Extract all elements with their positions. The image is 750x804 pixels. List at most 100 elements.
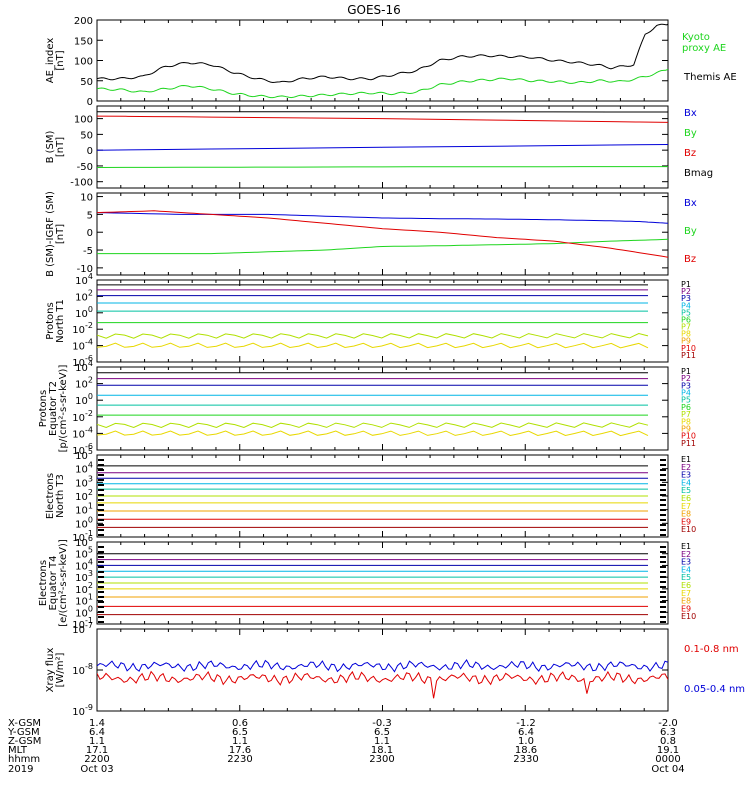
y-tick-label: 10: [80, 193, 93, 204]
y-tick-label: 50: [80, 77, 93, 88]
y-tick-label: 5: [87, 210, 93, 221]
ephemeris-value: 2330: [513, 754, 538, 765]
ephemeris-label: 2019: [8, 764, 33, 775]
fill-mark: [660, 566, 666, 568]
fill-mark: [98, 606, 104, 608]
y-axis-label: [nT]: [55, 50, 66, 70]
y-tick-label: -50: [77, 162, 93, 173]
fill-mark: [98, 566, 104, 568]
series-line-bx: [97, 145, 668, 151]
fill-mark: [98, 561, 104, 563]
fill-mark: [660, 571, 666, 573]
y-tick-label: 0: [87, 97, 93, 108]
series-line-bx: [97, 213, 668, 224]
legend-entry: By: [684, 128, 697, 139]
fill-mark: [98, 459, 104, 461]
series-line-by: [97, 239, 668, 253]
fill-mark: [660, 479, 666, 481]
ephemeris-value: Oct 04: [651, 764, 684, 775]
fill-mark: [660, 616, 666, 618]
y-axis-label: [nT]: [55, 224, 66, 244]
fill-mark: [98, 576, 104, 578]
fill-mark: [98, 621, 104, 623]
fill-mark: [98, 499, 104, 501]
y-tick-label: 200: [74, 16, 93, 27]
fill-mark: [98, 601, 104, 603]
series-line-p8: [97, 431, 648, 436]
legend-entry: E10: [681, 612, 696, 621]
legend-entry: Themis AE: [683, 72, 737, 83]
fill-mark: [98, 546, 104, 548]
legend-entry: E10: [681, 525, 696, 534]
fill-mark: [660, 556, 666, 558]
ephemeris-value: 2300: [369, 754, 394, 765]
y-tick-label: 100: [74, 57, 93, 68]
fill-mark: [98, 504, 104, 506]
fill-mark: [660, 596, 666, 598]
fill-mark: [98, 469, 104, 471]
y-tick-label: 10-2: [72, 409, 93, 424]
fill-mark: [98, 571, 104, 573]
fill-mark: [98, 519, 104, 521]
fill-mark: [98, 489, 104, 491]
fill-mark: [660, 514, 666, 516]
fill-mark: [660, 489, 666, 491]
fill-mark: [98, 556, 104, 558]
series-line-p7: [97, 423, 648, 428]
fill-mark: [98, 581, 104, 583]
fill-mark: [98, 534, 104, 536]
panel-frame: [97, 367, 668, 450]
y-axis-label: [W/m²]: [55, 652, 66, 687]
legend-entry: Bx: [684, 198, 697, 209]
fill-mark: [660, 551, 666, 553]
panel-frame: [97, 280, 668, 362]
legend-entry: Kyoto: [682, 32, 710, 43]
fill-mark: [660, 606, 666, 608]
y-tick-label: 102: [75, 288, 93, 303]
y-axis-label: [p/(cm²-s-sr-keV)]: [58, 365, 69, 453]
panel-frame: [97, 193, 668, 275]
fill-mark: [660, 581, 666, 583]
fill-mark: [660, 499, 666, 501]
series-line-by: [97, 167, 668, 168]
series-line-themis-ae: [97, 24, 668, 83]
y-tick-label: -100: [70, 178, 93, 189]
y-tick-label: 102: [75, 376, 93, 391]
plot-title: GOES-16: [347, 3, 401, 17]
ephemeris-value: Oct 03: [80, 764, 113, 775]
fill-mark: [660, 484, 666, 486]
fill-mark: [660, 591, 666, 593]
y-tick-label: 10-8: [72, 662, 93, 677]
fill-mark: [98, 479, 104, 481]
fill-mark: [660, 519, 666, 521]
legend-entry: Bz: [684, 148, 696, 159]
fill-mark: [660, 611, 666, 613]
series-line-xray: [97, 660, 668, 672]
fill-mark: [660, 586, 666, 588]
y-tick-label: 100: [75, 392, 93, 407]
legend-entry: Bx: [684, 108, 697, 119]
fill-mark: [660, 546, 666, 548]
y-tick-label: -5: [83, 246, 93, 257]
panel-frame: [97, 20, 668, 101]
fill-mark: [660, 534, 666, 536]
fill-mark: [98, 524, 104, 526]
y-tick-label: 10-4: [72, 338, 93, 353]
fill-mark: [660, 469, 666, 471]
series-line-p7: [97, 334, 648, 339]
legend-entry: P11: [681, 439, 696, 448]
fill-mark: [660, 459, 666, 461]
ephemeris-value: 2230: [227, 754, 252, 765]
fill-mark: [98, 474, 104, 476]
series-line-kyoto-proxy-ae: [97, 69, 668, 97]
fill-mark: [98, 596, 104, 598]
y-axis-label: North T1: [55, 299, 66, 343]
